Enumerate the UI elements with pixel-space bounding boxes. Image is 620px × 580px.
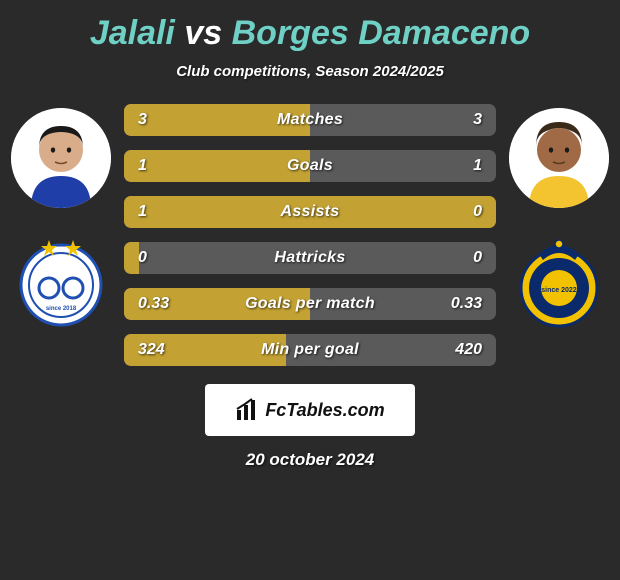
left-column: since 2018 [6, 102, 116, 330]
stat-row: 1 Assists 0 [124, 196, 496, 228]
svg-text:since 2022: since 2022 [541, 287, 577, 294]
club2-crest: since 2022 [509, 230, 609, 330]
stat-label: Hattricks [124, 242, 496, 274]
subtitle: Club competitions, Season 2024/2025 [0, 63, 620, 80]
brand-box: FcTables.com [205, 384, 415, 436]
stat-label: Goals per match [124, 288, 496, 320]
stat-right-value: 3 [473, 104, 482, 136]
stat-row: 1 Goals 1 [124, 150, 496, 182]
stat-label: Min per goal [124, 334, 496, 366]
club2-crest-svg: since 2022 [509, 230, 609, 330]
comparison-title: Jalali vs Borges Damaceno [0, 14, 620, 53]
club1-crest-svg: since 2018 [11, 230, 111, 330]
stat-label: Goals [124, 150, 496, 182]
player1-avatar-svg [11, 108, 111, 208]
brand-text: FcTables.com [265, 400, 384, 421]
stat-label: Assists [124, 196, 496, 228]
brand-logo-icon [235, 398, 259, 422]
main-row: since 2018 3 Matches 3 1 Goals 1 1 Assis… [0, 102, 620, 366]
stat-row: 0 Hattricks 0 [124, 242, 496, 274]
svg-text:since 2018: since 2018 [46, 306, 77, 312]
stat-right-value: 0.33 [451, 288, 482, 320]
stat-right-value: 1 [473, 150, 482, 182]
stat-right-value: 420 [455, 334, 482, 366]
infographic-root: Jalali vs Borges Damaceno Club competiti… [0, 0, 620, 470]
date-text: 20 october 2024 [0, 450, 620, 470]
stat-row: 324 Min per goal 420 [124, 334, 496, 366]
vs-text: vs [184, 14, 222, 52]
stat-row: 3 Matches 3 [124, 104, 496, 136]
player2-avatar [509, 108, 609, 208]
stat-row: 0.33 Goals per match 0.33 [124, 288, 496, 320]
stats-bars: 3 Matches 3 1 Goals 1 1 Assists 0 0 Hatt… [116, 102, 504, 366]
stat-right-value: 0 [473, 242, 482, 274]
club1-crest: since 2018 [11, 230, 111, 330]
player1-name: Jalali [90, 14, 175, 52]
stat-label: Matches [124, 104, 496, 136]
player1-avatar [11, 108, 111, 208]
right-column: since 2022 [504, 102, 614, 330]
player2-avatar-svg [509, 108, 609, 208]
stat-right-value: 0 [473, 196, 482, 228]
player2-name: Borges Damaceno [232, 14, 531, 52]
